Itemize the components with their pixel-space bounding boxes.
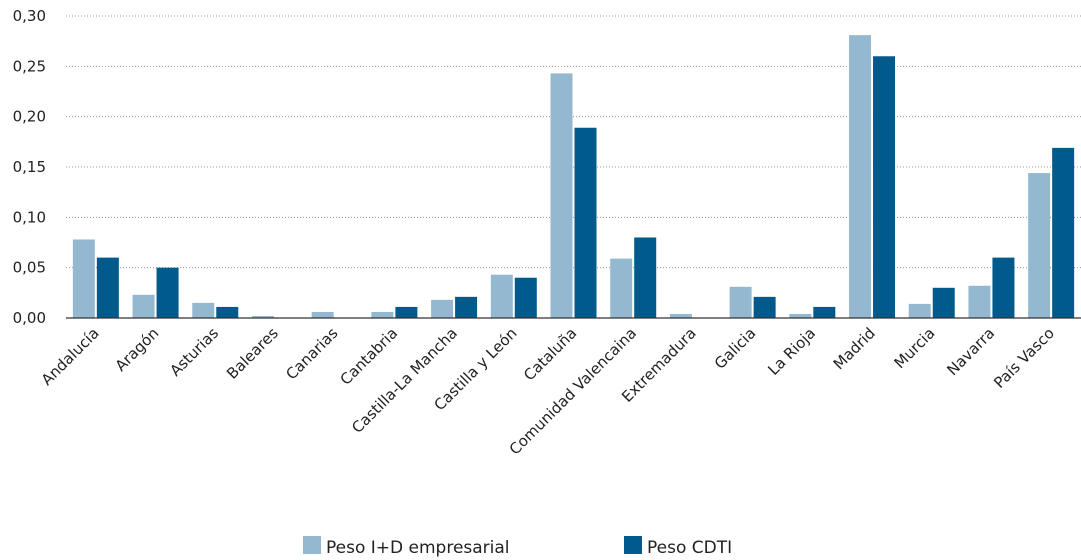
bar-peso-cdti bbox=[574, 127, 597, 319]
grid-lines bbox=[66, 15, 1081, 269]
bar-peso-cdti bbox=[514, 277, 537, 318]
bar-peso-id-empresarial bbox=[490, 274, 513, 318]
legend-label: Peso I+D empresarial bbox=[326, 538, 510, 558]
x-tick-label: Navarra bbox=[943, 324, 998, 379]
y-tick-label: 0,10 bbox=[13, 208, 46, 226]
x-tick-label: Castilla-La Mancha bbox=[348, 324, 461, 437]
bar-peso-id-empresarial bbox=[789, 313, 812, 318]
bar-peso-cdti bbox=[1052, 147, 1075, 318]
x-tick-label: Canarias bbox=[282, 324, 341, 383]
legend-swatch bbox=[624, 536, 642, 554]
bar-peso-id-empresarial bbox=[1028, 173, 1051, 318]
bar-peso-id-empresarial bbox=[729, 286, 752, 318]
bar-peso-cdti bbox=[96, 257, 119, 318]
x-tick-label: Madrid bbox=[830, 324, 879, 373]
y-tick-label: 0,25 bbox=[13, 57, 46, 75]
bar-peso-id-empresarial bbox=[371, 311, 394, 318]
legend: Peso I+D empresarial Peso CDTI bbox=[303, 536, 732, 558]
x-tick-label: País Vasco bbox=[990, 324, 1058, 392]
bar-peso-cdti bbox=[932, 287, 955, 318]
x-tick-label: Galicia bbox=[711, 324, 760, 373]
bar-peso-cdti bbox=[395, 306, 418, 318]
bar-peso-id-empresarial bbox=[908, 303, 931, 318]
bar-peso-id-empresarial bbox=[849, 35, 872, 318]
bar-peso-cdti bbox=[216, 306, 239, 318]
y-tick-label: 0,15 bbox=[13, 158, 46, 176]
legend-swatch bbox=[303, 536, 321, 554]
y-tick-label: 0,00 bbox=[13, 309, 46, 327]
bar-peso-id-empresarial bbox=[550, 73, 573, 318]
bar-peso-id-empresarial bbox=[968, 285, 991, 318]
x-tick-label: Baleares bbox=[223, 324, 282, 383]
bar-peso-cdti bbox=[455, 296, 478, 318]
x-tick-label: Andalucía bbox=[38, 324, 103, 389]
bar-peso-id-empresarial bbox=[669, 313, 692, 318]
x-tick-label: Asturias bbox=[166, 324, 222, 380]
bar-peso-cdti bbox=[873, 56, 896, 319]
bar-peso-cdti bbox=[634, 237, 657, 318]
bar-peso-cdti bbox=[753, 296, 776, 318]
x-tick-label: Cantabria bbox=[337, 324, 402, 389]
x-tick-label: Aragón bbox=[112, 324, 163, 375]
x-tick-label: Cataluña bbox=[520, 324, 580, 384]
x-tick-label: La Rioja bbox=[764, 324, 819, 379]
y-axis-ticks: 0,00 0,05 0,10 0,15 0,20 0,25 0,30 bbox=[13, 7, 46, 327]
y-tick-label: 0,30 bbox=[13, 7, 46, 25]
x-tick-label: Murcia bbox=[891, 324, 939, 372]
x-axis-labels: Andalucía Aragón Asturias Baleares CanariasC… bbox=[38, 324, 1058, 458]
bar-peso-id-empresarial bbox=[311, 311, 334, 318]
bar-peso-id-empresarial bbox=[72, 239, 95, 318]
bars bbox=[72, 35, 1075, 319]
bar-peso-cdti bbox=[813, 306, 836, 318]
bar-peso-cdti bbox=[992, 257, 1015, 318]
bar-peso-id-empresarial bbox=[192, 302, 215, 318]
bar-peso-id-empresarial bbox=[431, 299, 454, 318]
bar-peso-id-empresarial bbox=[132, 294, 155, 318]
y-tick-label: 0,05 bbox=[13, 259, 46, 277]
bar-peso-cdti bbox=[156, 267, 179, 318]
y-tick-label: 0,20 bbox=[13, 108, 46, 126]
bar-peso-id-empresarial bbox=[251, 315, 274, 318]
bar-peso-id-empresarial bbox=[610, 258, 633, 318]
legend-label: Peso CDTI bbox=[647, 538, 732, 558]
